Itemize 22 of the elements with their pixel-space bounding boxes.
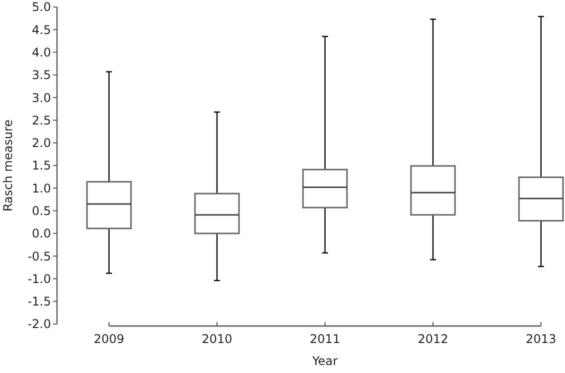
y-tick-label: -1.0 <box>28 272 51 286</box>
y-tick-label: 5.0 <box>32 0 51 14</box>
y-tick-label: 0.5 <box>32 204 51 218</box>
y-tick-label: -2.0 <box>28 317 51 332</box>
y-tick-label: 4.5 <box>32 22 51 37</box>
y-tick-label: 2.0 <box>32 136 51 150</box>
x-axis-title: Year <box>311 354 338 368</box>
y-tick-label: 2.5 <box>32 113 51 128</box>
y-tick-label: 3.5 <box>32 68 51 82</box>
y-tick-label: 1.0 <box>32 181 51 196</box>
y-tick-label: -1.5 <box>28 294 51 309</box>
y-tick-label: 0.0 <box>32 226 51 241</box>
y-tick-label: -0.5 <box>28 249 51 264</box>
x-tick-label: 2009 <box>94 332 124 346</box>
y-tick-label: 3.0 <box>32 90 51 105</box>
y-axis-title: Rasch measure <box>1 119 15 212</box>
x-tick-label: 2011 <box>310 332 340 346</box>
x-tick-label: 2013 <box>526 332 556 346</box>
y-tick-label: 4.0 <box>32 45 51 60</box>
x-tick-label: 2012 <box>418 332 448 346</box>
x-tick-label: 2010 <box>202 332 232 346</box>
y-tick-label: 1.5 <box>32 158 51 173</box>
